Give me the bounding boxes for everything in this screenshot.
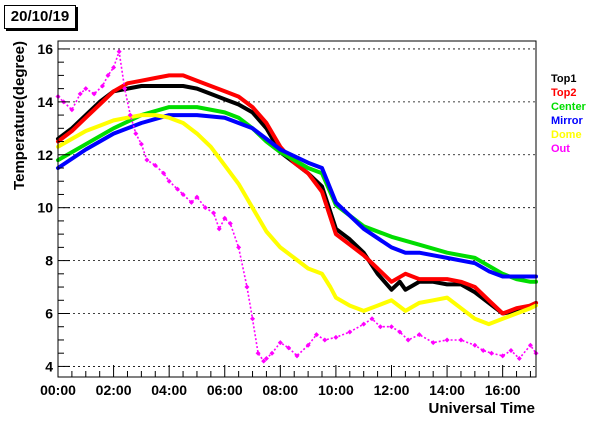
x-tick-label: 00:00 [40,382,76,398]
out-series-line [57,51,537,363]
x-tick-label: 04:00 [151,382,187,398]
mirror-series-line [56,113,538,279]
legend-out: Out [551,143,570,155]
x-axis-title: Universal Time [429,400,535,417]
y-tick-label: 8 [45,253,53,269]
x-tick-label: 16:00 [485,382,521,398]
center-series-line [56,105,538,284]
legend-top2: Top2 [551,87,576,99]
legend-center: Center [551,101,587,113]
series-plot [55,49,539,364]
out-point [122,86,128,92]
out-point [489,350,495,356]
dome-series-line [56,113,538,327]
y-tick-label: 6 [45,306,53,322]
out-point [458,337,464,343]
legend-top1: Top1 [551,73,576,85]
y-tick-label: 10 [37,200,53,216]
legend-mirror: Mirror [551,115,584,127]
legend-dome: Dome [551,129,582,141]
grid-lines [58,48,536,367]
y-tick-label: 16 [37,41,53,57]
date-label: 20/10/19 [4,5,76,29]
out-point [211,210,217,216]
legend: Top1 Top2 Center Mirror Dome Out [551,73,587,155]
axis-ticks: 4 6 8 10 12 14 16 00:00 02:00 04:00 06:00 08:00 10:0… [37,41,531,398]
x-tick-label: 02:00 [96,382,132,398]
x-tick-label: 08:00 [262,382,298,398]
x-tick-label: 12:00 [374,382,410,398]
y-tick-label: 14 [37,94,53,110]
x-tick-label: 14:00 [429,382,465,398]
plot-frame [57,40,537,378]
x-tick-label: 10:00 [318,382,354,398]
top2-series-line [56,73,538,316]
y-axis-title: Temperature(degree) [11,41,28,190]
x-tick-label: 06:00 [207,382,243,398]
out-point [405,337,411,343]
y-tick-label: 4 [45,358,53,374]
y-tick-label: 12 [37,147,53,163]
